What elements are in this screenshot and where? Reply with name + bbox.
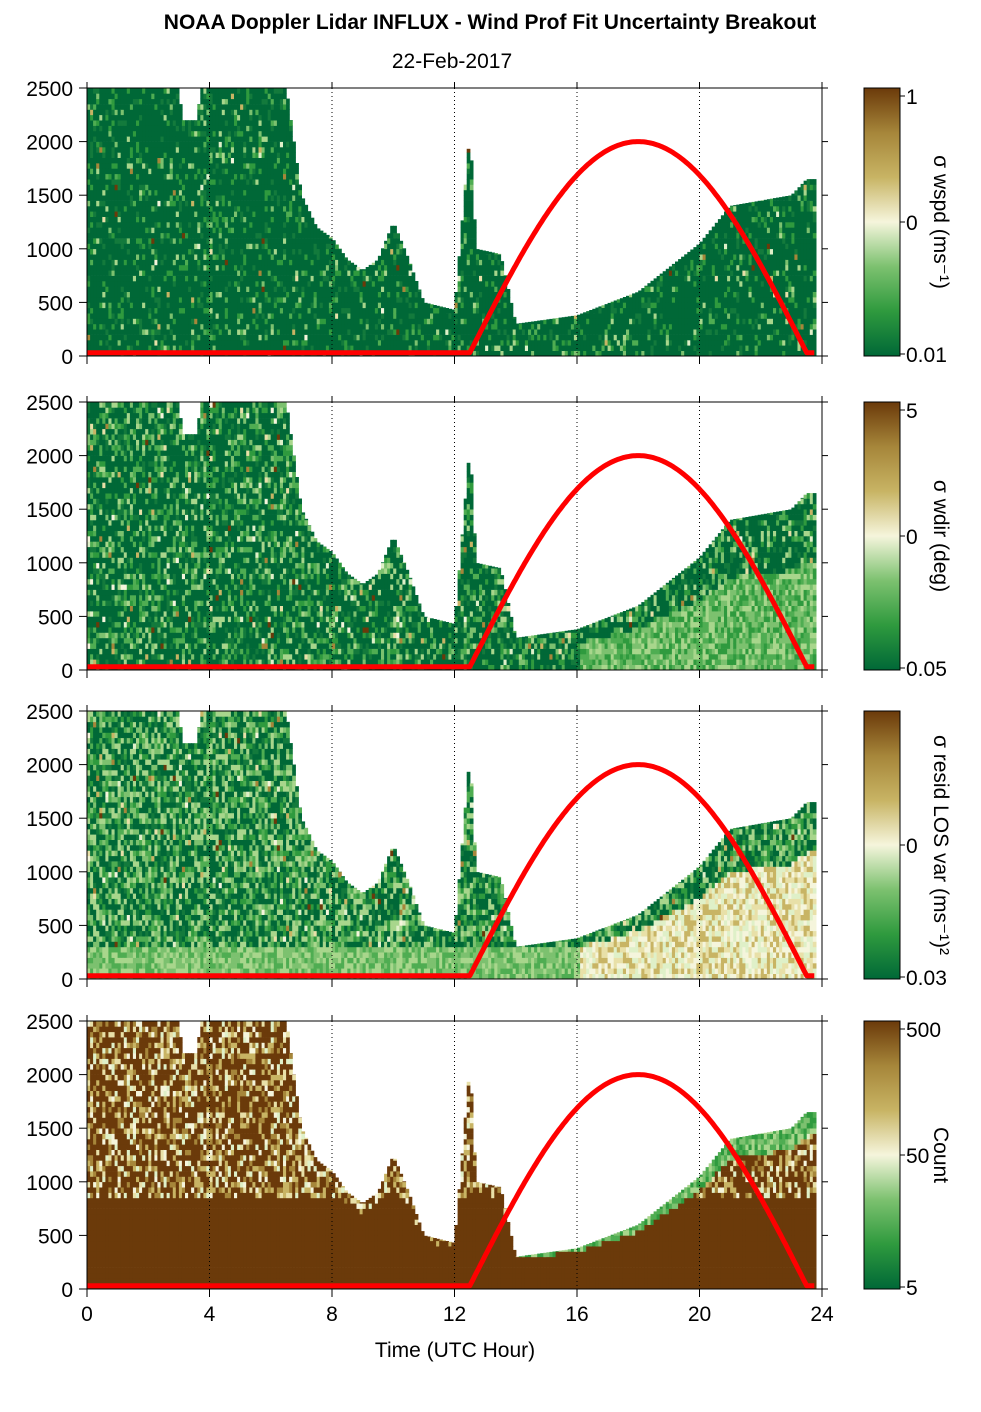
heatmap-cell xyxy=(399,241,403,244)
heatmap-cell xyxy=(304,205,308,206)
heatmap-cell xyxy=(473,222,477,228)
heatmap-cell xyxy=(298,185,302,191)
heatmap-cell xyxy=(292,142,296,148)
heatmap-cell xyxy=(470,211,474,217)
heatmap-cell xyxy=(500,270,504,276)
heatmap-cell xyxy=(295,168,299,174)
heatmap-cell xyxy=(289,120,293,126)
heatmap-cell xyxy=(473,238,477,244)
heatmap-cell xyxy=(393,227,397,233)
heatmap-cell xyxy=(176,99,180,105)
heatmap-cell xyxy=(292,147,296,153)
heatmap-cell xyxy=(304,206,308,212)
heatmap-cell xyxy=(301,198,305,200)
heatmap-cell xyxy=(507,289,511,292)
heatmap-cell xyxy=(513,319,517,325)
heatmap-cell xyxy=(332,240,336,244)
heatmap-cell xyxy=(510,303,514,308)
heatmap-cell xyxy=(179,104,183,110)
heatmap-cell xyxy=(473,219,477,222)
heatmap-cell xyxy=(470,168,474,174)
heatmap-cell xyxy=(473,243,477,249)
heatmap-cell xyxy=(507,297,511,303)
heatmap-cell xyxy=(393,226,397,228)
heatmap-cell xyxy=(283,93,287,99)
heatmap-cell xyxy=(176,93,180,99)
heatmap-cell xyxy=(289,136,293,142)
heatmap-cell xyxy=(311,218,315,223)
heatmap-cell xyxy=(298,190,302,196)
heatmap-cell xyxy=(421,298,425,303)
heatmap-cell xyxy=(396,233,400,238)
heatmap-cell xyxy=(292,152,296,158)
heatmap-cell xyxy=(470,195,474,201)
heatmap-cell xyxy=(314,224,318,228)
heatmap-cell xyxy=(507,292,511,298)
heatmap-cell xyxy=(176,88,180,94)
heatmap-cell xyxy=(415,281,419,287)
heatmap-cell xyxy=(295,163,299,169)
heatmap-cell xyxy=(308,211,312,217)
heatmap-cell xyxy=(399,243,403,249)
heatmap-cell xyxy=(470,190,474,196)
heatmap-cell xyxy=(473,233,477,239)
heatmap-cell xyxy=(295,174,299,180)
heatmap-cell xyxy=(467,152,471,158)
heatmap-cell xyxy=(286,109,290,115)
heatmap-cell xyxy=(497,254,501,255)
heatmap-cell xyxy=(418,292,422,298)
heatmap-cell xyxy=(289,126,293,132)
heatmap-cell xyxy=(179,109,183,115)
heatmap-cell xyxy=(335,245,339,250)
heatmap-cell xyxy=(510,308,514,314)
heatmap-cell xyxy=(500,265,504,271)
heatmap-cell xyxy=(467,149,471,153)
heatmap-cell xyxy=(406,256,410,260)
heatmap-cell xyxy=(470,163,474,169)
heatmap-cell xyxy=(402,249,406,255)
heatmap-cell xyxy=(418,290,422,292)
heatmap-cell xyxy=(320,231,324,233)
heatmap-cell xyxy=(497,254,501,260)
heatmap-cell xyxy=(470,179,474,185)
heatmap-cell xyxy=(412,276,416,282)
heatmap-cell xyxy=(500,261,504,265)
heatmap-cell xyxy=(283,88,287,94)
heatmap-cell xyxy=(286,115,290,121)
heatmap-cell xyxy=(179,115,183,121)
heatmap-cell xyxy=(409,265,413,271)
heatmap-cell xyxy=(286,104,290,110)
heatmap-cell xyxy=(412,272,416,276)
heatmap-cell xyxy=(470,174,474,180)
heatmap-cell xyxy=(350,263,354,265)
heatmap-cell xyxy=(442,307,446,308)
heatmap-cell xyxy=(286,99,290,105)
heatmap-cell xyxy=(295,179,299,185)
heatmap-cell xyxy=(504,275,508,276)
heatmap-cell xyxy=(473,227,477,233)
heatmap-cell xyxy=(513,317,517,319)
heatmap-cell xyxy=(409,264,413,265)
heatmap-cell xyxy=(470,185,474,191)
heatmap-cell xyxy=(292,158,296,164)
heatmap-cells xyxy=(87,88,817,356)
heatmap-cell xyxy=(470,201,474,207)
heatmap-cell xyxy=(329,237,333,238)
figure-subtitle: 22-Feb-2017 xyxy=(392,50,512,73)
heatmap-cell xyxy=(470,206,474,212)
heatmap-cell xyxy=(344,257,348,259)
heatmap-cell xyxy=(402,248,406,249)
heatmap-cell xyxy=(289,131,293,137)
heatmap-cell xyxy=(470,160,474,163)
figure-title: NOAA Doppler Lidar INFLUX - Wind Prof Fi… xyxy=(164,11,816,34)
heatmap-cell xyxy=(341,253,345,254)
